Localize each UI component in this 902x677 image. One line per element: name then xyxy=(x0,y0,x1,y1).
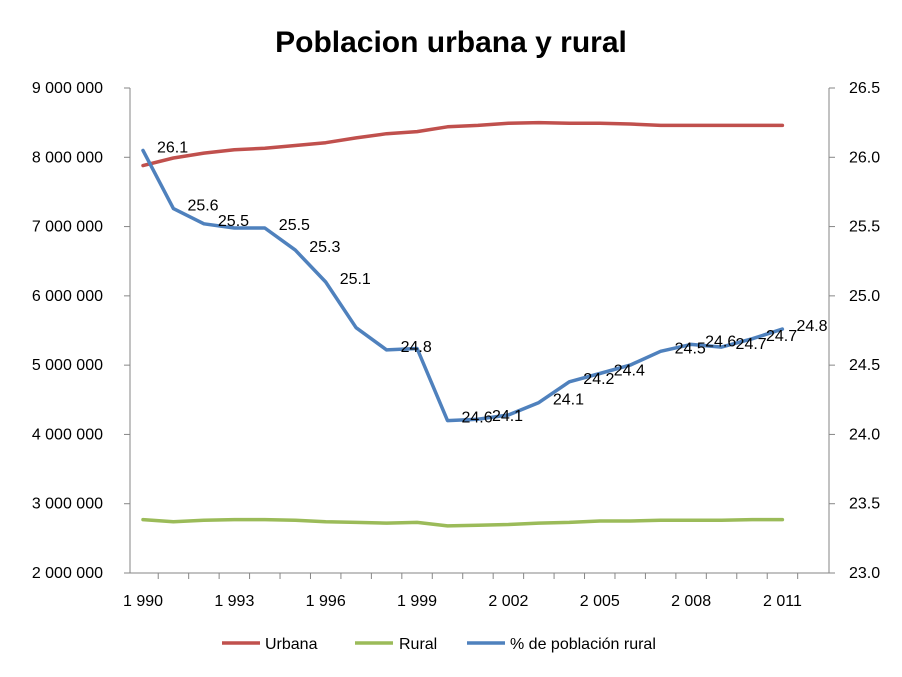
y-left-tick-label: 7 000 000 xyxy=(32,219,103,236)
y-right-tick-label: 24.0 xyxy=(849,426,880,443)
data-label: 24.7 xyxy=(736,336,767,353)
y-left-tick-label: 9 000 000 xyxy=(32,80,103,97)
y-left-tick-label: 2 000 000 xyxy=(32,565,103,582)
legend: Urbana Rural % de población rural xyxy=(222,636,656,653)
x-tick-label: 1 999 xyxy=(397,593,437,610)
x-tick-label: 1 993 xyxy=(214,593,254,610)
axes: 2 000 000 3 000 000 4 000 000 5 000 000 6 00… xyxy=(32,80,880,610)
y-right-tick-label: 24.5 xyxy=(849,357,880,374)
legend-label: Rural xyxy=(399,636,437,653)
y-right-tick-label: 23.5 xyxy=(849,496,880,513)
y-left-tick-label: 8 000 000 xyxy=(32,149,103,166)
y-left-tick-label: 6 000 000 xyxy=(32,288,103,305)
y-right-tick-label: 23.0 xyxy=(849,565,880,582)
data-label: 24.1 xyxy=(492,408,523,425)
y-right-tick-label: 25.0 xyxy=(849,288,880,305)
data-label: 24.6 xyxy=(705,333,736,350)
legend-label: % de población rural xyxy=(510,636,656,653)
data-label: 24.8 xyxy=(401,339,432,356)
x-tick-label: 2 011 xyxy=(763,593,802,610)
data-label: 24.1 xyxy=(553,392,584,409)
series-line-urbana xyxy=(141,120,785,168)
data-label: 25.6 xyxy=(187,198,218,215)
chart-title: Poblacion urbana y rural xyxy=(275,26,627,59)
x-tick-label: 1 996 xyxy=(306,593,346,610)
y-right-tick-label: 25.5 xyxy=(849,219,880,236)
data-label: 25.5 xyxy=(279,217,310,234)
series-line-rural xyxy=(141,517,785,528)
x-tick-label: 1 990 xyxy=(123,593,163,610)
y-left-tick-label: 5 000 000 xyxy=(32,357,103,374)
series-lines xyxy=(141,120,785,528)
data-label: 25.1 xyxy=(340,271,371,288)
y-left-tick-label: 4 000 000 xyxy=(32,426,103,443)
data-labels: 26.125.625.5 25.525.325.124.824.6 24.124.1… xyxy=(157,139,828,426)
data-label: 24.8 xyxy=(796,318,827,335)
x-tick-label: 2 002 xyxy=(488,593,528,610)
data-label: 25.3 xyxy=(309,239,340,256)
data-label: 24.6 xyxy=(462,410,493,427)
series-line-de-poblaci-n-rural xyxy=(141,148,785,423)
x-tick-label: 2 005 xyxy=(580,593,620,610)
data-label: 25.5 xyxy=(218,213,249,230)
data-label: 24.5 xyxy=(675,340,706,357)
data-label: 24.2 xyxy=(583,371,614,388)
legend-label: Urbana xyxy=(265,636,318,653)
y-right-tick-label: 26.0 xyxy=(849,149,880,166)
y-right-tick-label: 26.5 xyxy=(849,80,880,97)
data-label: 24.7 xyxy=(766,328,797,345)
data-label: 26.1 xyxy=(157,139,188,156)
y-left-tick-label: 3 000 000 xyxy=(32,496,103,513)
data-label: 24.4 xyxy=(614,362,645,379)
x-tick-label: 2 008 xyxy=(671,593,711,610)
